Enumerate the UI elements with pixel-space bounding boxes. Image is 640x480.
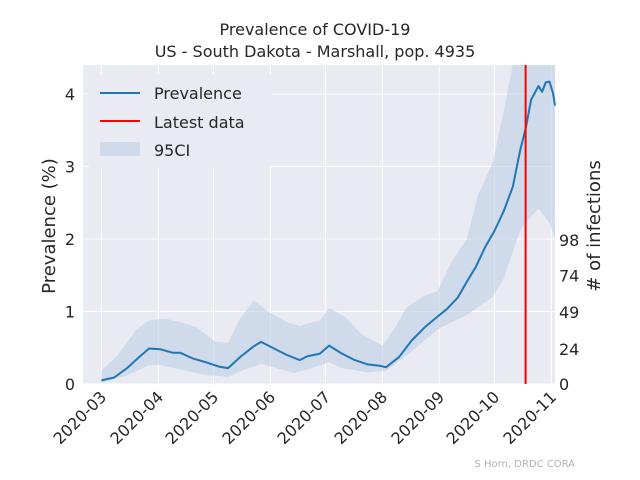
y-tick-label-right: 74	[559, 266, 579, 285]
legend-ci-label: 95CI	[154, 141, 190, 160]
y-axis-label-left: Prevalence (%)	[39, 158, 60, 294]
chart-title: Prevalence of COVID-19	[220, 20, 411, 39]
x-tick-label: 2020-07	[274, 387, 335, 448]
y-tick-label-right: 0	[559, 375, 569, 394]
ci-band	[101, 65, 556, 383]
x-tick-label: 2020-05	[162, 387, 223, 448]
credit-text: S Horn, DRDC CORA	[474, 459, 575, 470]
y-tick-label-right: 49	[559, 303, 579, 322]
x-tick-label: 2020-10	[443, 387, 504, 448]
x-tick-label: 2020-03	[49, 387, 110, 448]
legend-ci-swatch	[100, 142, 140, 156]
legend-prevalence-label: Prevalence	[154, 84, 242, 103]
y-tick-label-left: 4	[65, 85, 75, 104]
y-tick-label-left: 0	[65, 375, 75, 394]
legend-latest-label: Latest data	[154, 113, 245, 132]
x-tick-label: 2020-08	[330, 387, 391, 448]
legend: Prevalence Latest data 95CI	[88, 74, 272, 168]
x-tick-label: 2020-09	[387, 387, 448, 448]
prevalence-line	[101, 80, 556, 382]
y-tick-label-left: 1	[65, 303, 75, 322]
y-tick-label-right: 98	[559, 231, 579, 250]
y-axis-label-right: # of infections	[584, 160, 605, 291]
y-tick-label-left: 3	[65, 158, 75, 177]
chart-subtitle: US - South Dakota - Marshall, pop. 4935	[155, 42, 476, 61]
x-tick-label: 2020-04	[106, 387, 167, 448]
x-tick-label: 2020-11	[499, 387, 560, 448]
y-tick-label-left: 2	[65, 230, 75, 249]
x-tick-label: 2020-06	[218, 387, 279, 448]
y-tick-label-right: 24	[559, 340, 579, 359]
